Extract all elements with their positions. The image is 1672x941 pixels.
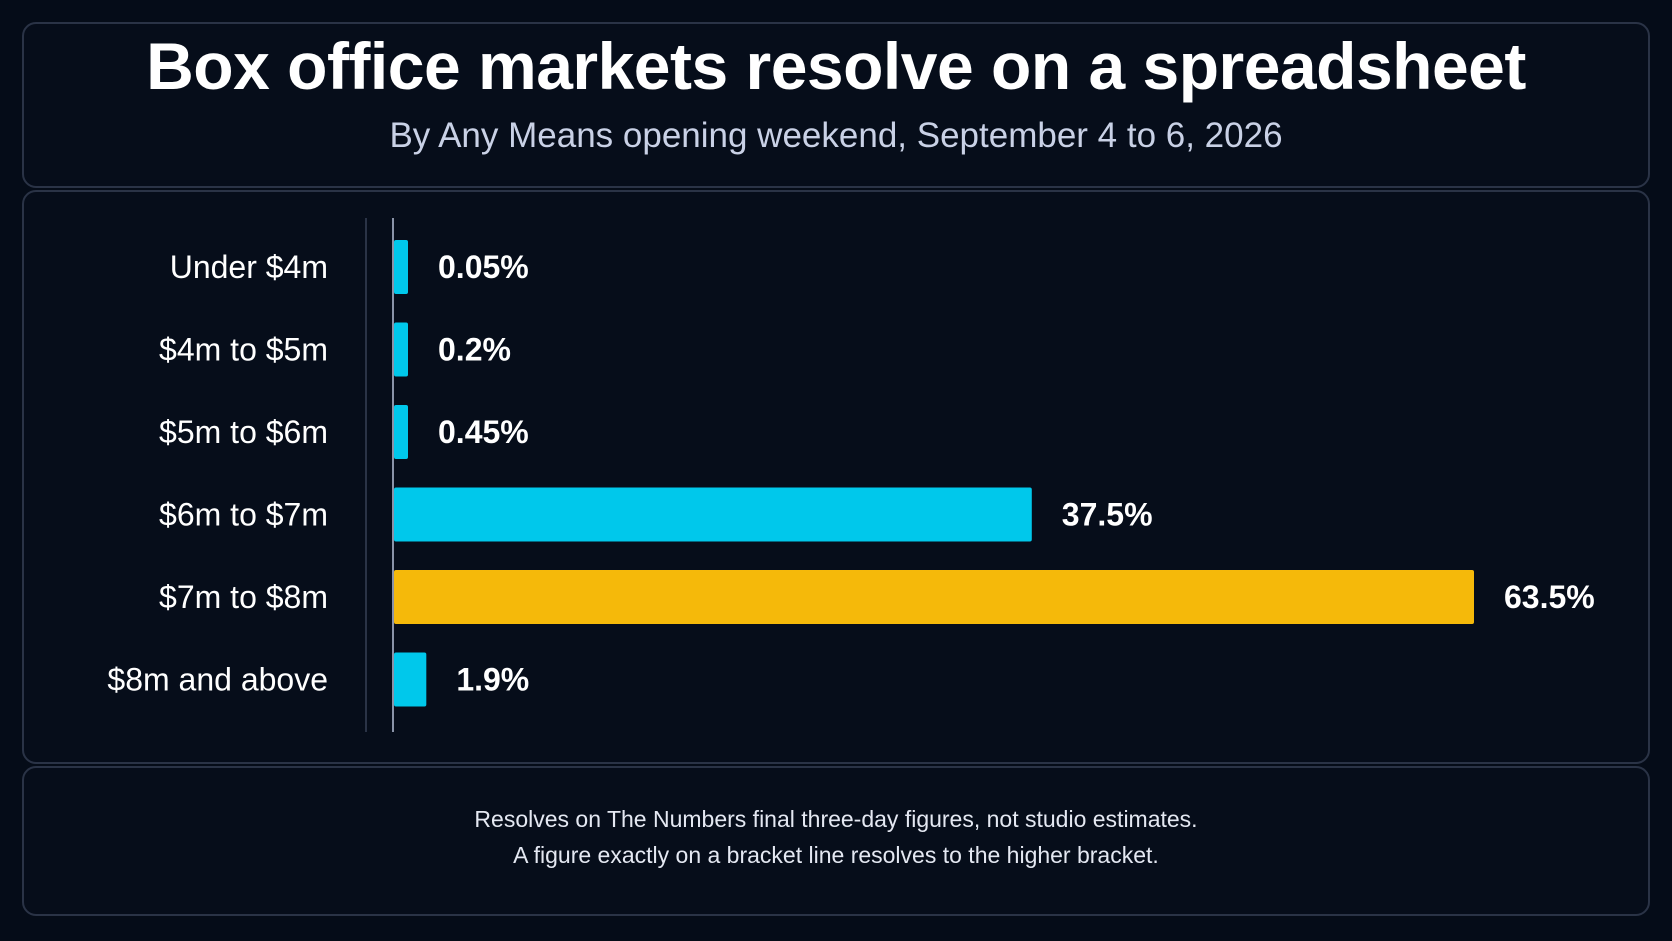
category-label-5: $8m and above (107, 662, 328, 698)
value-label-3: 37.5% (1062, 497, 1153, 533)
header-panel (22, 22, 1650, 188)
chart-title: Box office markets resolve on a spreadsh… (146, 29, 1526, 103)
value-label-1: 0.2% (438, 332, 511, 368)
category-label-2: $5m to $6m (159, 414, 328, 450)
category-label-4: $7m to $8m (159, 579, 328, 615)
bar-0 (394, 240, 408, 294)
value-label-4: 63.5% (1504, 579, 1595, 615)
footer-panel (22, 766, 1650, 916)
category-label-0: Under $4m (170, 249, 328, 285)
footnote-line-1: Resolves on The Numbers final three-day … (474, 806, 1198, 832)
value-label-2: 0.45% (438, 414, 529, 450)
footnote-line-2: A figure exactly on a bracket line resol… (513, 842, 1159, 868)
chart-panel (22, 190, 1650, 764)
bar-4 (394, 570, 1474, 624)
value-label-5: 1.9% (456, 662, 529, 698)
category-label-3: $6m to $7m (159, 497, 328, 533)
bar-3 (394, 487, 1032, 542)
chart-subtitle: By Any Means opening weekend, September … (389, 116, 1283, 155)
bar-1 (394, 322, 408, 377)
bar-2 (394, 405, 408, 459)
value-label-0: 0.05% (438, 249, 529, 285)
category-label-1: $4m to $5m (159, 332, 328, 368)
bar-5 (394, 652, 427, 707)
